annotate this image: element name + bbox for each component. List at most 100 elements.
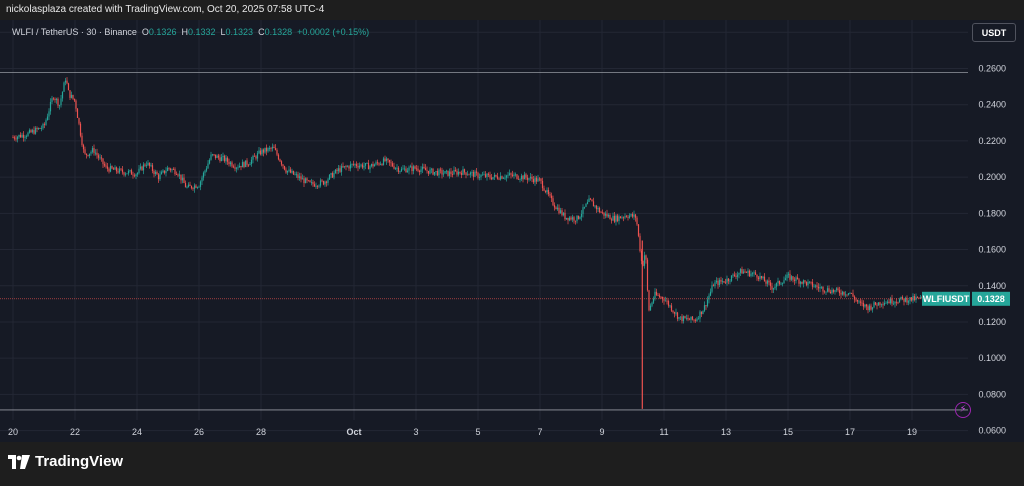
candle-body [643,255,646,266]
candle-body [208,159,211,164]
candle-body [114,167,116,170]
candle-body [552,198,554,206]
candle-body [594,205,596,207]
candle-body [654,291,656,299]
candle-body [129,170,131,171]
candle-body [489,174,491,178]
candle-body [39,128,41,129]
candle-body [852,293,854,297]
candle-body [523,174,526,180]
candle-body [759,275,761,280]
candle-body [342,166,344,168]
candle-body [321,180,323,182]
y-tick-label: 0.1600 [978,245,1006,255]
symbol-name[interactable]: WLFI / TetherUS · 30 · Binance [12,27,137,37]
candle-body [583,206,586,208]
y-tick-label: 0.0800 [978,389,1006,399]
candle-body [496,176,499,179]
candle-body [333,173,335,178]
candle-body [753,272,755,274]
candle-body [466,174,469,176]
candle-body [357,166,359,168]
candle-body [910,297,913,301]
candle-body [472,171,475,177]
candle-body [81,135,83,146]
candle-body [637,224,640,236]
candle-body [37,128,40,130]
candle-body [675,312,677,314]
last-price-tag-bg [972,291,1010,306]
low-label: L [220,27,226,37]
candle-body [783,280,785,284]
candle-body [882,304,884,306]
candle-body [667,301,670,306]
candle-body [571,217,574,220]
candle-body [190,185,193,189]
candle-body [262,149,265,153]
footer-bar [0,442,1024,486]
candle-body [810,281,812,283]
candle-body [603,212,605,216]
candle-body [121,169,124,173]
candle-body [367,162,370,170]
candle-body [343,166,346,168]
candle-body [696,318,698,321]
candle-body [516,174,518,179]
candle-body [684,316,686,319]
candle-body [871,307,874,310]
candle-body [277,154,280,160]
candle-body [103,164,106,166]
candle-body [313,184,316,187]
candle-body [579,216,581,219]
candle-body [762,276,764,279]
candle-body [570,217,572,220]
candle-body [421,166,424,170]
tradingview-logo[interactable]: TradingView [8,453,123,470]
candle-body [186,187,188,188]
candle-body [436,170,439,176]
candle-body [145,165,148,166]
candle-body [303,178,305,184]
candle-body [127,170,130,174]
change-value: +0.0002 (+0.15%) [297,27,370,37]
candle-body [508,173,511,175]
candle-body [535,177,538,182]
symbol-legend: WLFI / TetherUS · 30 · Binance O0.1326 H… [12,27,369,37]
candle-body [672,310,674,313]
candle-body [658,295,661,298]
candle-body [123,172,125,175]
candle-body [904,297,907,302]
candle-body [451,174,454,175]
candle-body [99,157,101,159]
candle-body [126,173,128,175]
candle-body [91,148,94,152]
candle-body [619,216,622,219]
candle-body [766,280,769,284]
candle-body [192,188,194,189]
candle-body [448,171,451,176]
candle-body [286,170,289,173]
candle-body [477,172,479,178]
currency-button[interactable]: USDT [972,23,1016,42]
candle-body [471,171,473,173]
candle-body [397,167,400,172]
candle-body [238,165,241,168]
x-tick-label: 17 [845,427,855,437]
candle-body [736,274,739,277]
candle-body [438,169,440,176]
candle-body [418,170,421,172]
candle-body [159,174,161,180]
candle-body [307,180,310,182]
candle-body [165,171,167,174]
lightning-bolt-icon[interactable]: ⚡ [955,402,971,418]
candle-body [265,147,268,152]
candle-body [294,174,296,176]
candle-body [652,298,655,303]
candle-body [900,296,902,300]
candle-body [361,164,364,168]
candle-body [237,167,239,169]
candle-body [316,185,319,187]
candle-body [178,174,181,176]
